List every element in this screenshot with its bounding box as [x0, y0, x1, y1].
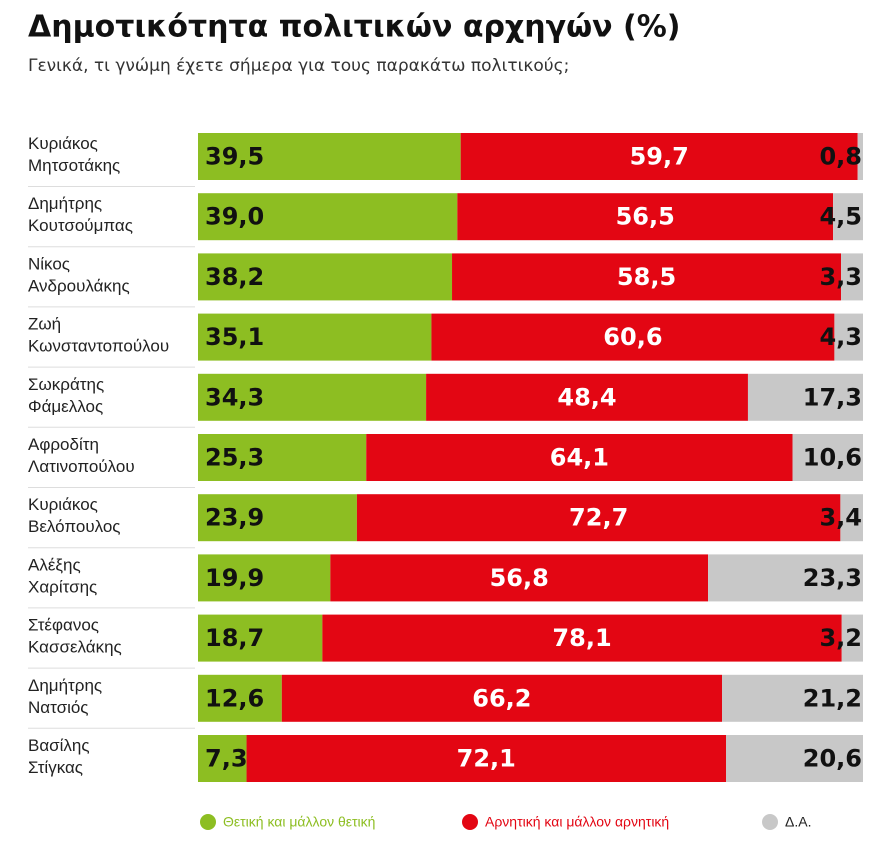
value-label: 4,3 [819, 323, 862, 351]
value-label: 78,1 [552, 624, 611, 652]
bar-segment [833, 193, 863, 241]
category-label: Κυριάκος Μητσοτάκης [28, 134, 120, 175]
bar-segment [840, 494, 863, 542]
bar-segment [457, 193, 834, 241]
bar-segment [841, 614, 863, 662]
category-label: Ζωή Κωνσταντοπούλου [28, 315, 169, 356]
value-label: 20,6 [803, 745, 862, 773]
bar-segment [198, 614, 323, 662]
chart-title: Δημοτικότητα πολιτικών αρχηγών (%) [28, 10, 681, 45]
value-label: 23,3 [803, 564, 862, 592]
bar-segment [792, 434, 863, 481]
bar-segment [198, 494, 357, 542]
value-label: 10,6 [803, 444, 862, 472]
value-label: 35,1 [205, 323, 264, 351]
category-label: Βασίλης Στίγκας [28, 736, 90, 777]
value-label: 23,9 [205, 504, 264, 532]
category-label: Στέφανος Κασσελάκης [28, 616, 122, 657]
value-label: 3,2 [819, 624, 862, 652]
value-label: 39,0 [205, 203, 264, 231]
bar-segment [722, 674, 863, 722]
value-label: 12,6 [205, 684, 264, 712]
value-label: 3,4 [819, 504, 862, 532]
value-label: 56,5 [616, 203, 675, 231]
bar-segment [834, 313, 863, 361]
legend-label: Θετική και μάλλον θετική [223, 814, 375, 830]
category-label: Κυριάκος Βελόπουλος [28, 496, 121, 537]
value-label: 59,7 [630, 143, 689, 171]
value-label: 72,7 [569, 504, 628, 532]
bar-segment [366, 434, 793, 481]
bar-segment [431, 313, 835, 361]
value-label: 17,3 [803, 383, 862, 411]
value-label: 18,7 [205, 624, 264, 652]
bar-segment [426, 373, 748, 421]
legend-marker [200, 814, 216, 830]
value-label: 39,5 [205, 143, 264, 171]
value-label: 60,6 [603, 323, 662, 351]
value-label: 25,3 [205, 444, 264, 472]
bar-segment [841, 253, 863, 301]
bar-segment [198, 193, 458, 241]
chart-subtitle: Γενικά, τι γνώμη έχετε σήμερα για τους π… [28, 56, 569, 76]
category-label: Νίκος Ανδρουλάκης [28, 255, 130, 296]
value-label: 38,2 [205, 263, 264, 291]
value-label: 58,5 [617, 263, 676, 291]
legend-marker [462, 814, 478, 830]
bar-segment [708, 554, 863, 602]
legend-marker [762, 814, 778, 830]
value-label: 48,4 [557, 383, 616, 411]
bar-segment [198, 253, 453, 301]
bar-segment [747, 373, 863, 421]
legend-label: Δ.Α. [785, 814, 811, 830]
value-label: 3,3 [819, 263, 862, 291]
category-label: Δημήτρης Κουτσούμπας [28, 195, 133, 236]
value-label: 64,1 [550, 444, 609, 472]
bar-segment [198, 674, 282, 722]
bar-segment [330, 554, 709, 602]
bar-segment [198, 434, 367, 481]
bar-segment [246, 735, 727, 782]
value-label: 34,3 [205, 383, 264, 411]
bar-segment [356, 494, 841, 542]
value-label: 19,9 [205, 564, 264, 592]
category-label: Αλέξης Χαρίτσης [28, 556, 97, 597]
value-label: 7,3 [205, 745, 248, 773]
value-label: 66,2 [472, 684, 531, 712]
value-label: 56,8 [490, 564, 549, 592]
bar-segment [281, 674, 723, 722]
bar-segment [726, 735, 863, 782]
bar-segment [198, 313, 432, 361]
legend-label: Αρνητική και μάλλον αρνητική [485, 814, 669, 830]
bar-segment [322, 614, 842, 662]
bar-segment [452, 253, 842, 301]
value-label: 21,2 [803, 684, 862, 712]
value-label: 0,8 [819, 143, 862, 171]
value-label: 72,1 [457, 745, 516, 773]
category-label: Αφροδίτη Λατινοπούλου [28, 435, 135, 476]
value-label: 4,5 [819, 203, 862, 231]
category-label: Δημήτρης Νατσιός [28, 676, 102, 717]
bar-segment [198, 133, 461, 180]
bar-segment [460, 133, 858, 180]
bar-segment [857, 133, 863, 180]
category-label: Σωκράτης Φάμελλος [28, 375, 104, 416]
bar-segment [198, 554, 331, 602]
bar-segment [198, 735, 247, 782]
bar-segment [198, 373, 427, 421]
